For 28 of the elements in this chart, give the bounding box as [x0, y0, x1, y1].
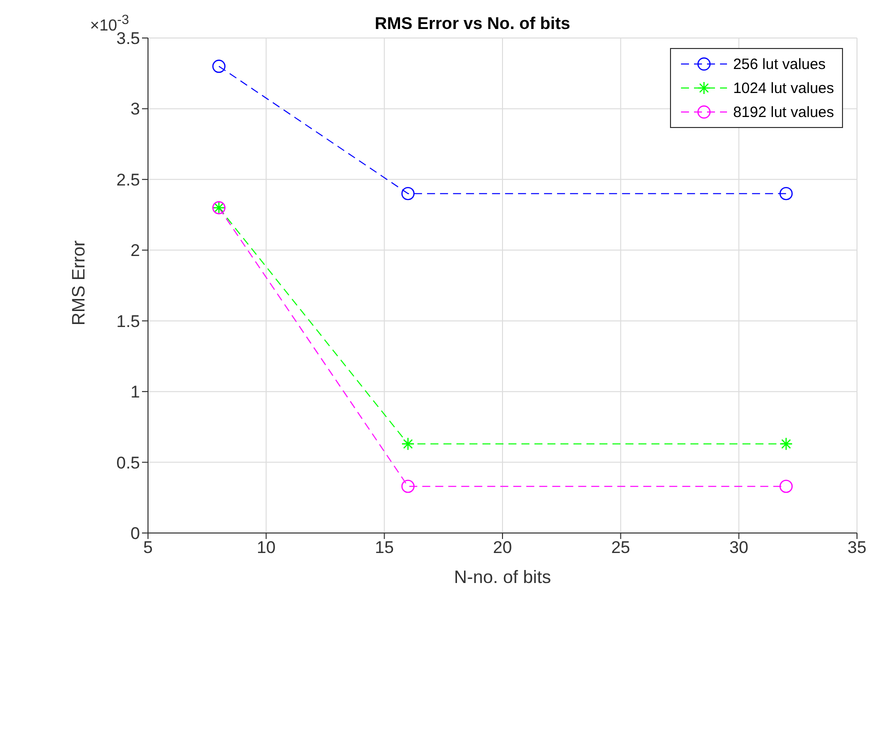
y-axis-title: RMS Error — [68, 240, 88, 326]
y-tick-label: 3.5 — [116, 29, 140, 48]
y-tick-label: 1.5 — [116, 312, 140, 331]
y-tick-label: 1 — [130, 382, 140, 402]
point — [401, 480, 415, 493]
y-tick-label: 0 — [130, 524, 140, 544]
y-tick-label: 2.5 — [116, 170, 140, 190]
legend-label: 1024 lut values — [733, 80, 834, 96]
x-tick-label: 5 — [143, 538, 153, 558]
x-tick-label: 30 — [729, 538, 748, 558]
x-tick-label: 35 — [848, 538, 866, 558]
point — [401, 186, 415, 200]
point — [780, 437, 793, 450]
legend-label: 8192 lut values — [733, 104, 834, 120]
x-axis-title: N-no. of bits — [454, 567, 552, 587]
x-tick-label: 10 — [256, 538, 276, 558]
point — [780, 480, 793, 493]
y-tick-label: 0.5 — [116, 453, 140, 472]
legend-label: 256 lut values — [733, 56, 826, 72]
chart-title: RMS Error vs No. of bits — [374, 14, 570, 33]
x-tick-label: 20 — [493, 538, 512, 558]
y-tick-label: 2 — [130, 241, 140, 260]
point — [401, 437, 415, 450]
y-tick-label: 3 — [130, 100, 140, 119]
point — [212, 60, 226, 73]
point — [780, 186, 793, 200]
x-tick-label: 25 — [611, 538, 630, 558]
x-tick-label: 15 — [374, 538, 394, 558]
